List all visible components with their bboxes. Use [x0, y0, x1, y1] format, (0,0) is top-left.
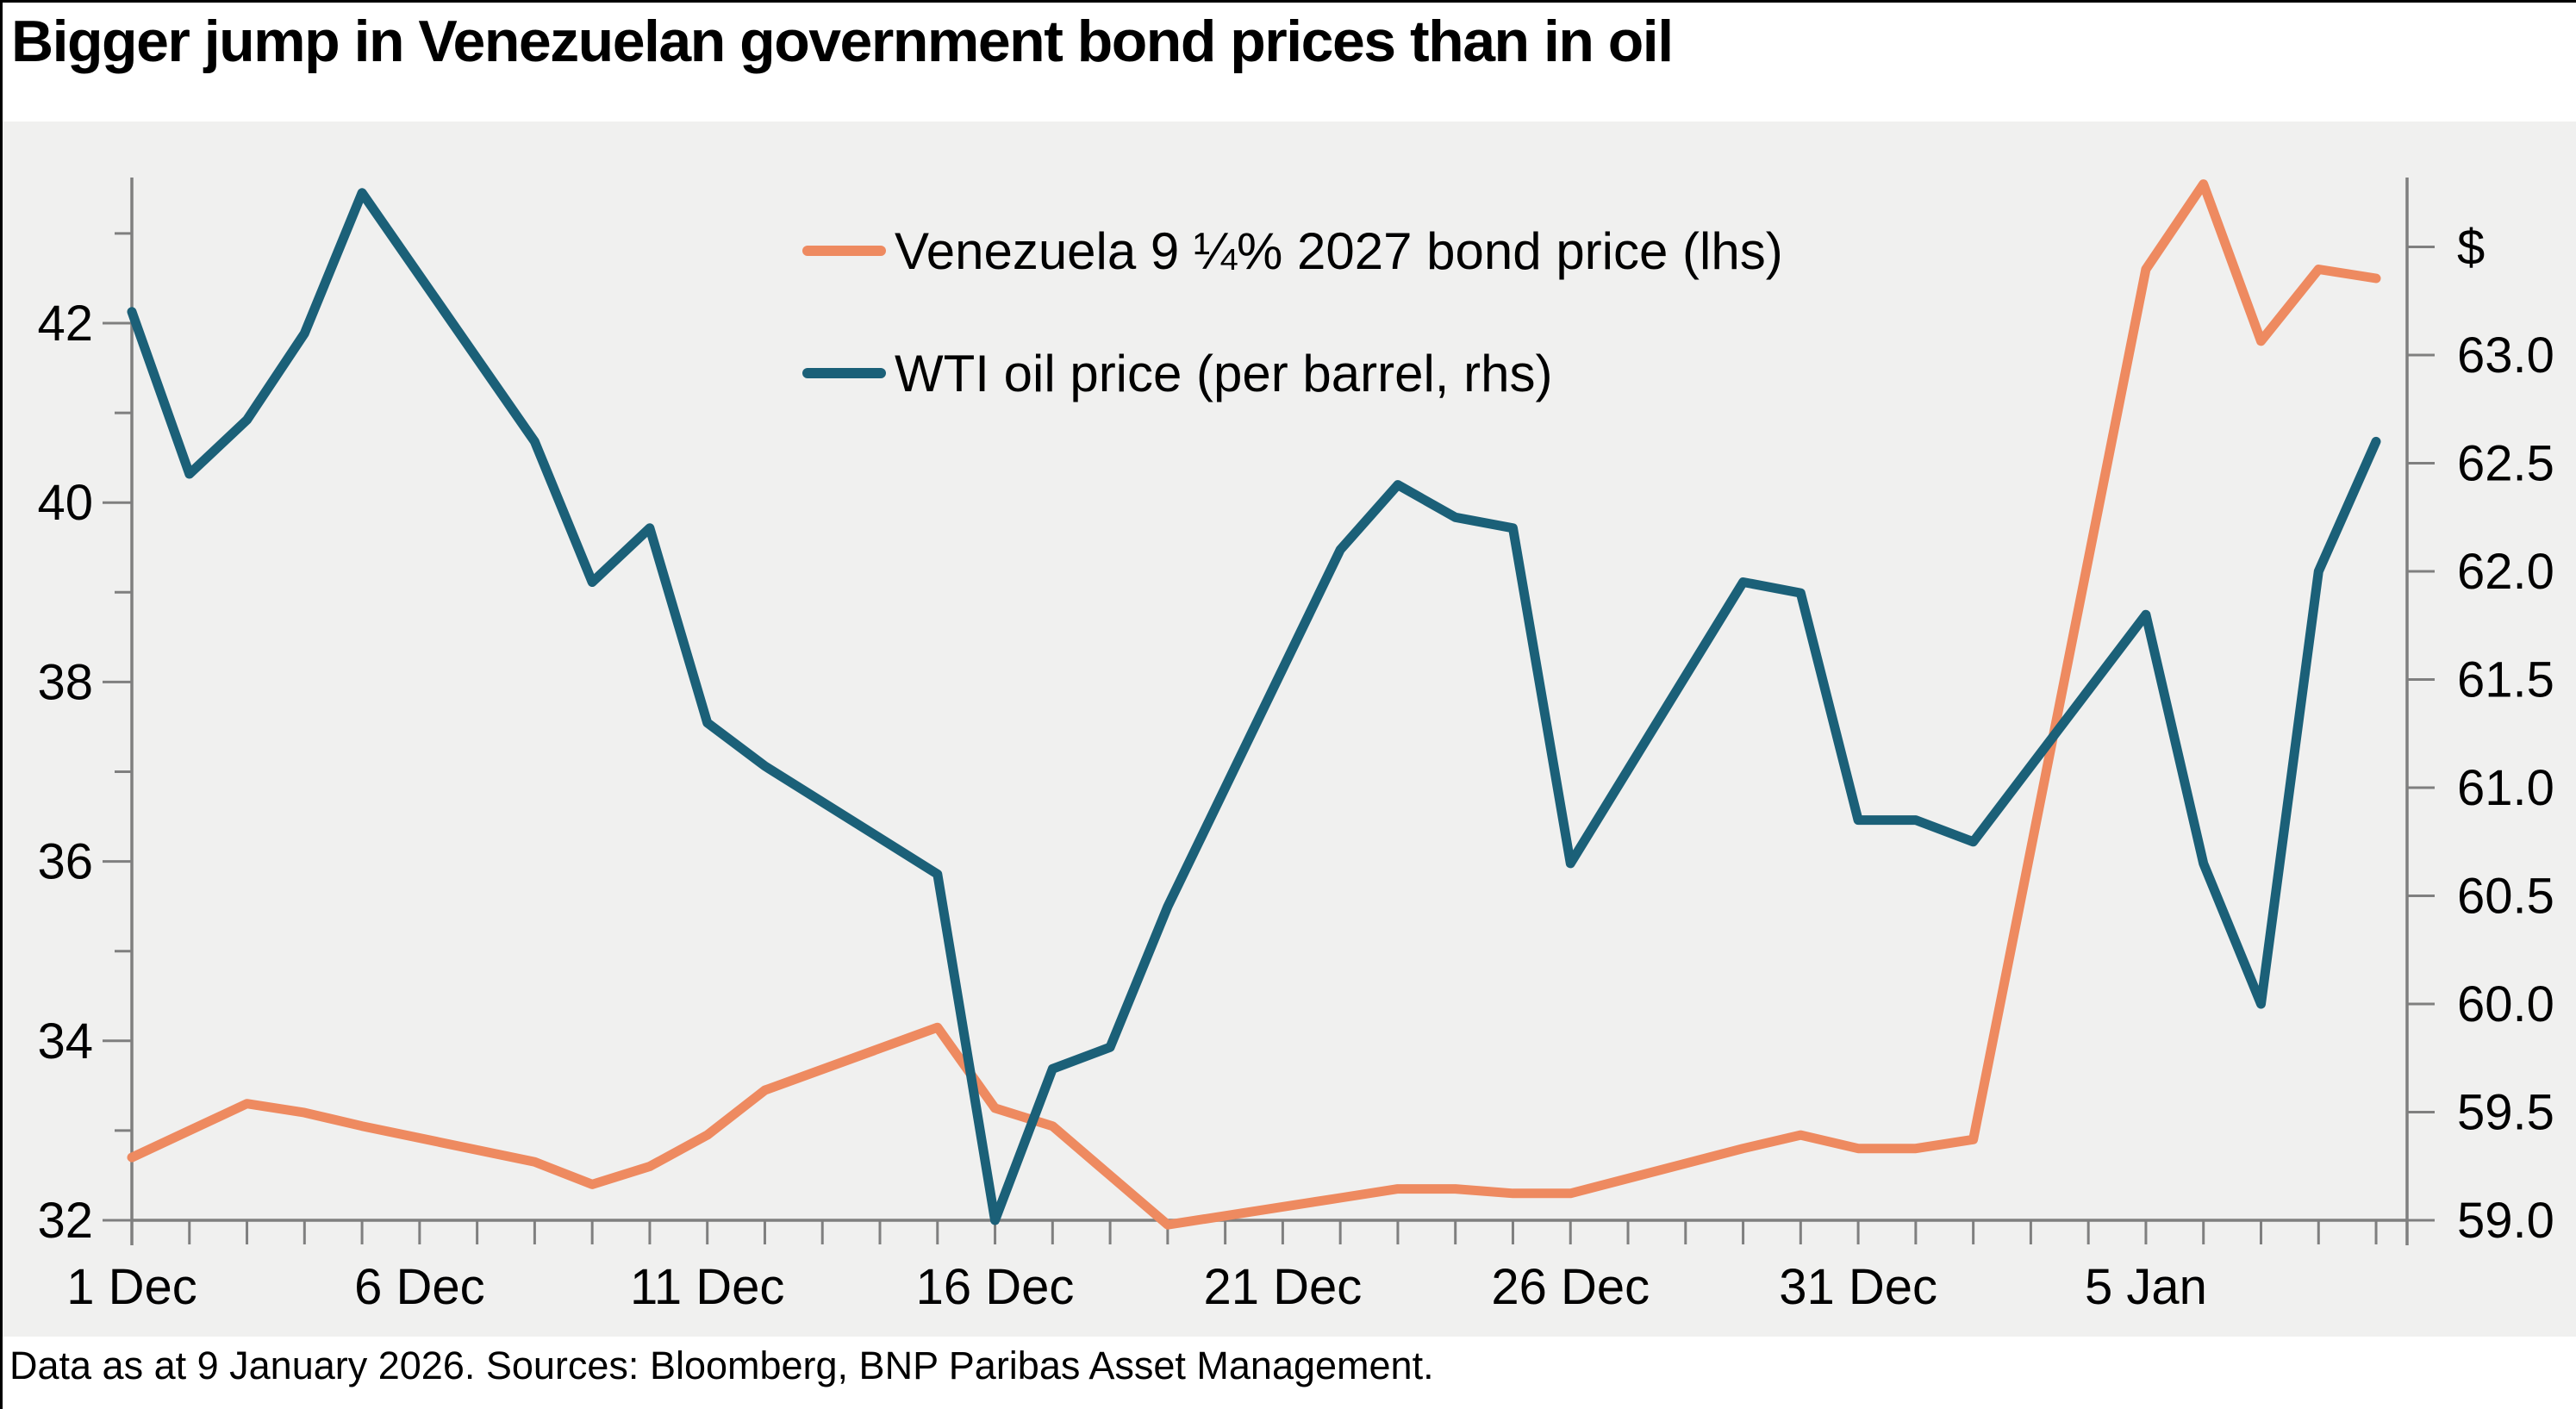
plot-background [3, 122, 2576, 1337]
right-axis-label: 61.5 [2457, 652, 2554, 708]
left-axis-label: 32 [37, 1193, 93, 1249]
x-axis-label: 1 Dec [66, 1259, 197, 1315]
oil-series-swatch [802, 368, 886, 378]
left-axis-label: 40 [37, 475, 93, 531]
right-axis-label: 63.0 [2457, 327, 2554, 383]
right-axis-label: 62.5 [2457, 436, 2554, 492]
x-axis-label: 21 Dec [1204, 1259, 1363, 1315]
bond-series-swatch [802, 246, 886, 256]
right-axis-label: 62.0 [2457, 544, 2554, 600]
x-axis-label: 26 Dec [1491, 1259, 1650, 1315]
right-axis-label: 59.5 [2457, 1085, 2554, 1141]
left-axis-label: 42 [37, 296, 93, 352]
bond-price-line [127, 179, 2381, 1230]
oil-price-line [127, 188, 2381, 1225]
legend-label-bond: Venezuela 9 ¼% 2027 bond price (lhs) [895, 221, 1783, 280]
left-axis-label: 38 [37, 654, 93, 710]
x-axis-label: 6 Dec [354, 1259, 485, 1315]
legend-item-oil: WTI oil price (per barrel, rhs) [802, 339, 1783, 408]
legend-item-bond: Venezuela 9 ¼% 2027 bond price (lhs) [802, 216, 1783, 285]
right-axis-unit-label: $ [2457, 220, 2485, 276]
source-note: Data as at 9 January 2026. Sources: Bloo… [9, 1344, 1434, 1387]
chart-canvas: 32 34 36 38 40 42 59.0 59.5 60.0 60.5 61.0 61.5 62.0… [37, 178, 2554, 1315]
right-axis-label: 60.5 [2457, 869, 2554, 925]
right-axis-label: 60.0 [2457, 976, 2554, 1032]
legend-label-oil: WTI oil price (per barrel, rhs) [895, 344, 1553, 402]
legend: Venezuela 9 ¼% 2027 bond price (lhs) WTI… [802, 216, 1783, 461]
x-axis-label: 31 Dec [1779, 1259, 1937, 1315]
x-axis-label: 5 Jan [2085, 1259, 2207, 1315]
x-axis-label: 11 Dec [630, 1259, 784, 1315]
chart-title: Bigger jump in Venezuelan government bon… [11, 9, 1674, 74]
right-axis-label: 61.0 [2457, 760, 2554, 816]
x-axis-label: 16 Dec [916, 1259, 1075, 1315]
left-axis-label: 36 [37, 834, 93, 890]
left-axis-label: 34 [37, 1013, 93, 1069]
right-axis-label: 59.0 [2457, 1193, 2554, 1249]
